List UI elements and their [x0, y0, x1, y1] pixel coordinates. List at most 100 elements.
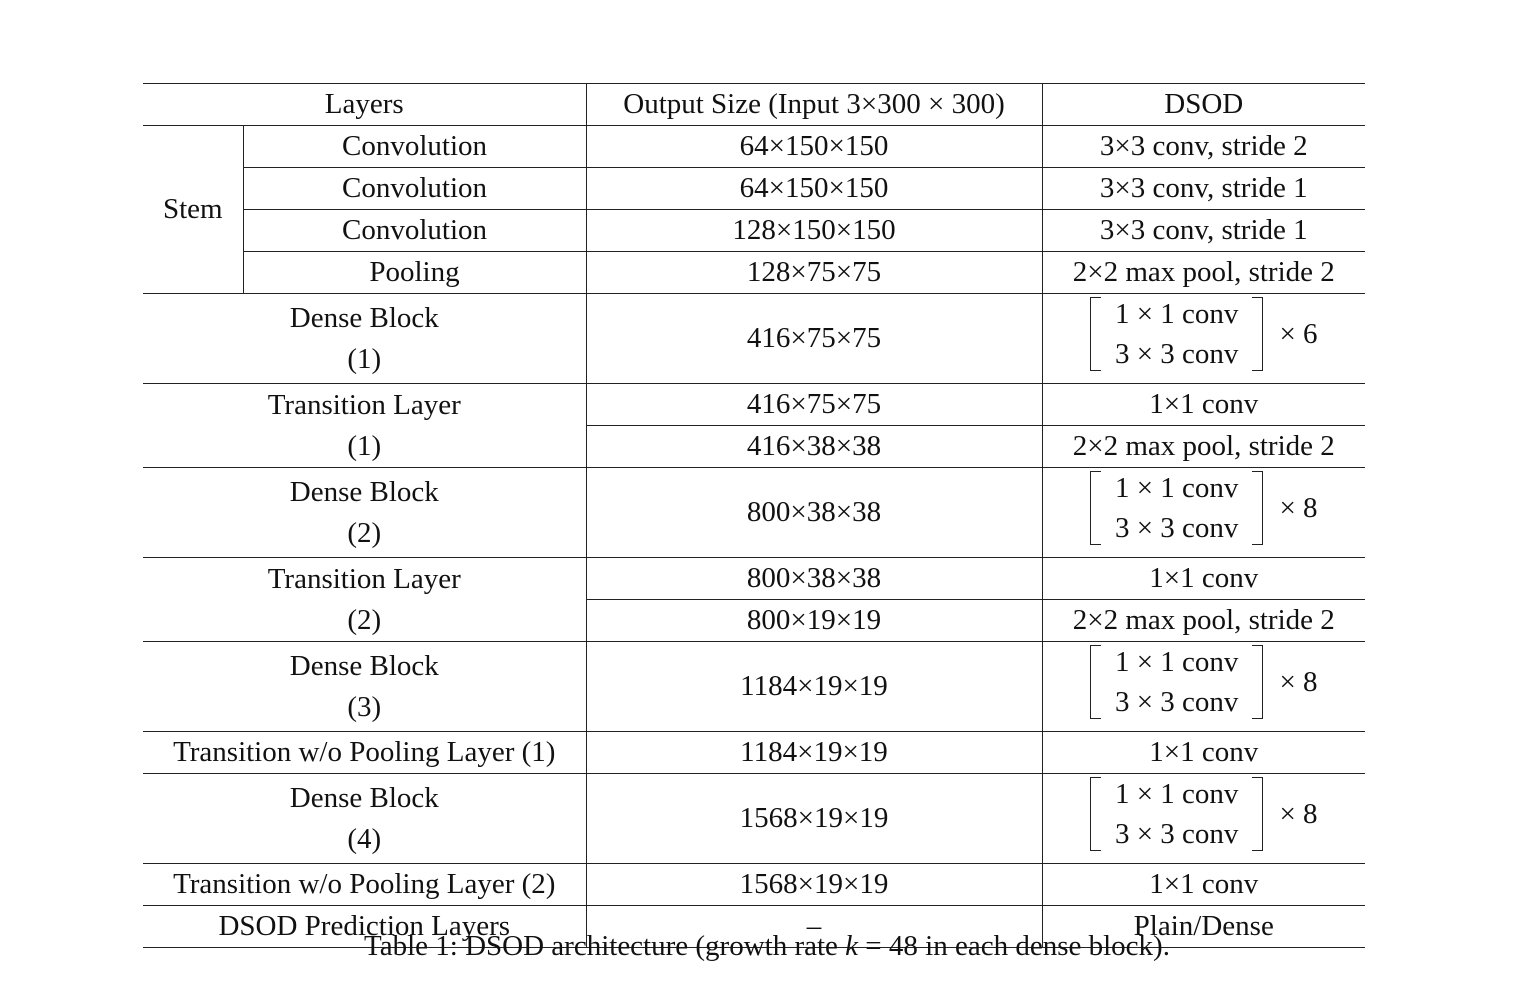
right-bracket: [1252, 777, 1264, 851]
caption-prefix: Table 1: DSOD architecture (growth rate: [364, 930, 846, 962]
dense-block-3-label: Dense Block (3): [143, 641, 587, 732]
table-row: Stem Convolution 64×150×150 3×3 conv, st…: [143, 125, 1365, 294]
dsod-cell: Plain/Dense: [1042, 905, 1365, 948]
output-cell: 128×150×150: [586, 209, 1043, 252]
conv-matrix: 1 × 1 conv 3 × 3 conv × 8: [1089, 642, 1318, 722]
dsod-cell: 3×3 conv, stride 1: [1042, 167, 1365, 210]
table-row: Transition w/o Pooling Layer (1) 1184×19…: [143, 731, 1365, 774]
dsod-cell: 2×2 max pool, stride 2: [1042, 599, 1365, 642]
dsod-architecture-table: Layers Output Size (Input 3×300 × 300) D…: [143, 83, 1365, 948]
output-cell: 1184×19×19: [586, 641, 1043, 732]
stem-label: Stem: [143, 125, 244, 294]
transition-layer-1-label: Transition Layer (1): [143, 383, 587, 468]
layer-name: Dense Block: [289, 475, 439, 508]
layer-name: Dense Block: [289, 781, 439, 814]
table-row: Dense Block (1) 416×75×75 1 × 1 conv 3 × …: [143, 293, 1365, 384]
layer-name: Transition Layer: [267, 562, 461, 595]
output-cell: 128×75×75: [586, 251, 1043, 294]
dense-block-1-label: Dense Block (1): [143, 293, 587, 384]
dense-block-4-label: Dense Block (4): [143, 773, 587, 864]
table-row: Transition Layer (2) 800×38×38 1×1 conv: [143, 557, 1365, 642]
dsod-matrix-cell: 1 × 1 conv 3 × 3 conv × 8: [1042, 467, 1365, 558]
conv-matrix: 1 × 1 conv 3 × 3 conv × 6: [1089, 294, 1318, 374]
right-bracket: [1252, 297, 1264, 371]
matrix-row: 1 × 1 conv: [1114, 778, 1239, 810]
caption-variable: k: [845, 930, 859, 962]
layer-cell: Convolution: [243, 125, 587, 168]
repeat-count: × 8: [1279, 797, 1318, 830]
left-bracket: [1089, 471, 1101, 545]
dsod-cell: 2×2 max pool, stride 2: [1042, 251, 1365, 294]
header-row: Layers Output Size (Input 3×300 × 300) D…: [143, 83, 1365, 126]
left-bracket: [1089, 777, 1101, 851]
conv-matrix: 1 × 1 conv 3 × 3 conv × 8: [1089, 774, 1318, 854]
layer-cell: Convolution: [243, 167, 587, 210]
layer-name: Transition Layer: [267, 388, 461, 421]
architecture-table-container: Layers Output Size (Input 3×300 × 300) D…: [143, 83, 1365, 948]
output-cell: 64×150×150: [586, 167, 1043, 210]
layer-name: Dense Block: [289, 301, 439, 334]
matrix-row: 1 × 1 conv: [1114, 472, 1239, 504]
table-row: DSOD Prediction Layers – Plain/Dense: [143, 905, 1365, 948]
output-cell: 800×19×19: [586, 599, 1043, 642]
output-cell: 64×150×150: [586, 125, 1043, 168]
table-row: Pooling 128×75×75 2×2 max pool, stride 2: [143, 251, 1365, 294]
table-row: Dense Block (2) 800×38×38 1 × 1 conv 3 × …: [143, 467, 1365, 558]
table-row: 416×38×38 2×2 max pool, stride 2: [143, 425, 1365, 468]
layer-index: (4): [347, 822, 382, 855]
dsod-cell: 2×2 max pool, stride 2: [1042, 425, 1365, 468]
header-layers: Layers: [143, 83, 587, 126]
output-cell: 1184×19×19: [586, 731, 1043, 774]
layer-index: (2): [347, 603, 382, 636]
conv-matrix: 1 × 1 conv 3 × 3 conv × 8: [1089, 468, 1318, 548]
dsod-matrix-cell: 1 × 1 conv 3 × 3 conv × 8: [1042, 773, 1365, 864]
header-dsod: DSOD: [1042, 83, 1365, 126]
output-cell: 800×38×38: [586, 467, 1043, 558]
layer-index: (2): [347, 516, 382, 549]
table-row: Transition Layer (1) 416×75×75 1×1 conv: [143, 383, 1365, 468]
layer-cell: Convolution: [243, 209, 587, 252]
table-row: Transition w/o Pooling Layer (2) 1568×19…: [143, 863, 1365, 906]
matrix-row: 1 × 1 conv: [1114, 646, 1239, 678]
layer-cell: Pooling: [243, 251, 587, 294]
dsod-cell: 1×1 conv: [1042, 557, 1365, 600]
output-cell: 1568×19×19: [586, 863, 1043, 906]
matrix-row: 1 × 1 conv: [1114, 298, 1239, 330]
dsod-matrix-cell: 1 × 1 conv 3 × 3 conv × 6: [1042, 293, 1365, 384]
dsod-cell: 1×1 conv: [1042, 383, 1365, 426]
matrix-row: 3 × 3 conv: [1114, 512, 1239, 544]
dsod-cell: 1×1 conv: [1042, 731, 1365, 774]
left-bracket: [1089, 645, 1101, 719]
layer-index: (1): [347, 429, 382, 462]
dsod-cell: 3×3 conv, stride 1: [1042, 209, 1365, 252]
dense-block-2-label: Dense Block (2): [143, 467, 587, 558]
table-caption: Table 1: DSOD architecture (growth rate …: [0, 930, 1534, 963]
layer-index: (3): [347, 690, 382, 723]
output-cell: 416×75×75: [586, 293, 1043, 384]
layer-index: (1): [347, 342, 382, 375]
table-row: Dense Block (3) 1184×19×19 1 × 1 conv 3 ×…: [143, 641, 1365, 732]
layer-cell: DSOD Prediction Layers: [143, 905, 587, 948]
matrix-row: 3 × 3 conv: [1114, 686, 1239, 718]
layer-cell: Transition w/o Pooling Layer (1): [143, 731, 587, 774]
layer-cell: Transition w/o Pooling Layer (2): [143, 863, 587, 906]
dsod-matrix-cell: 1 × 1 conv 3 × 3 conv × 8: [1042, 641, 1365, 732]
output-cell: 1568×19×19: [586, 773, 1043, 864]
right-bracket: [1252, 471, 1264, 545]
table-row: Convolution 64×150×150 3×3 conv, stride …: [143, 167, 1365, 210]
table-row: Dense Block (4) 1568×19×19 1 × 1 conv 3 ×…: [143, 773, 1365, 864]
right-bracket: [1252, 645, 1264, 719]
transition-layer-2-label: Transition Layer (2): [143, 557, 587, 642]
dsod-cell: 1×1 conv: [1042, 863, 1365, 906]
header-output-size: Output Size (Input 3×300 × 300): [586, 83, 1043, 126]
repeat-count: × 8: [1279, 491, 1318, 524]
repeat-count: × 8: [1279, 665, 1318, 698]
repeat-count: × 6: [1279, 317, 1318, 350]
matrix-row: 3 × 3 conv: [1114, 818, 1239, 850]
left-bracket: [1089, 297, 1101, 371]
table-row: 800×19×19 2×2 max pool, stride 2: [143, 599, 1365, 642]
dsod-cell: 3×3 conv, stride 2: [1042, 125, 1365, 168]
output-cell: –: [586, 905, 1043, 948]
output-cell: 416×75×75: [586, 383, 1043, 426]
output-cell: 416×38×38: [586, 425, 1043, 468]
